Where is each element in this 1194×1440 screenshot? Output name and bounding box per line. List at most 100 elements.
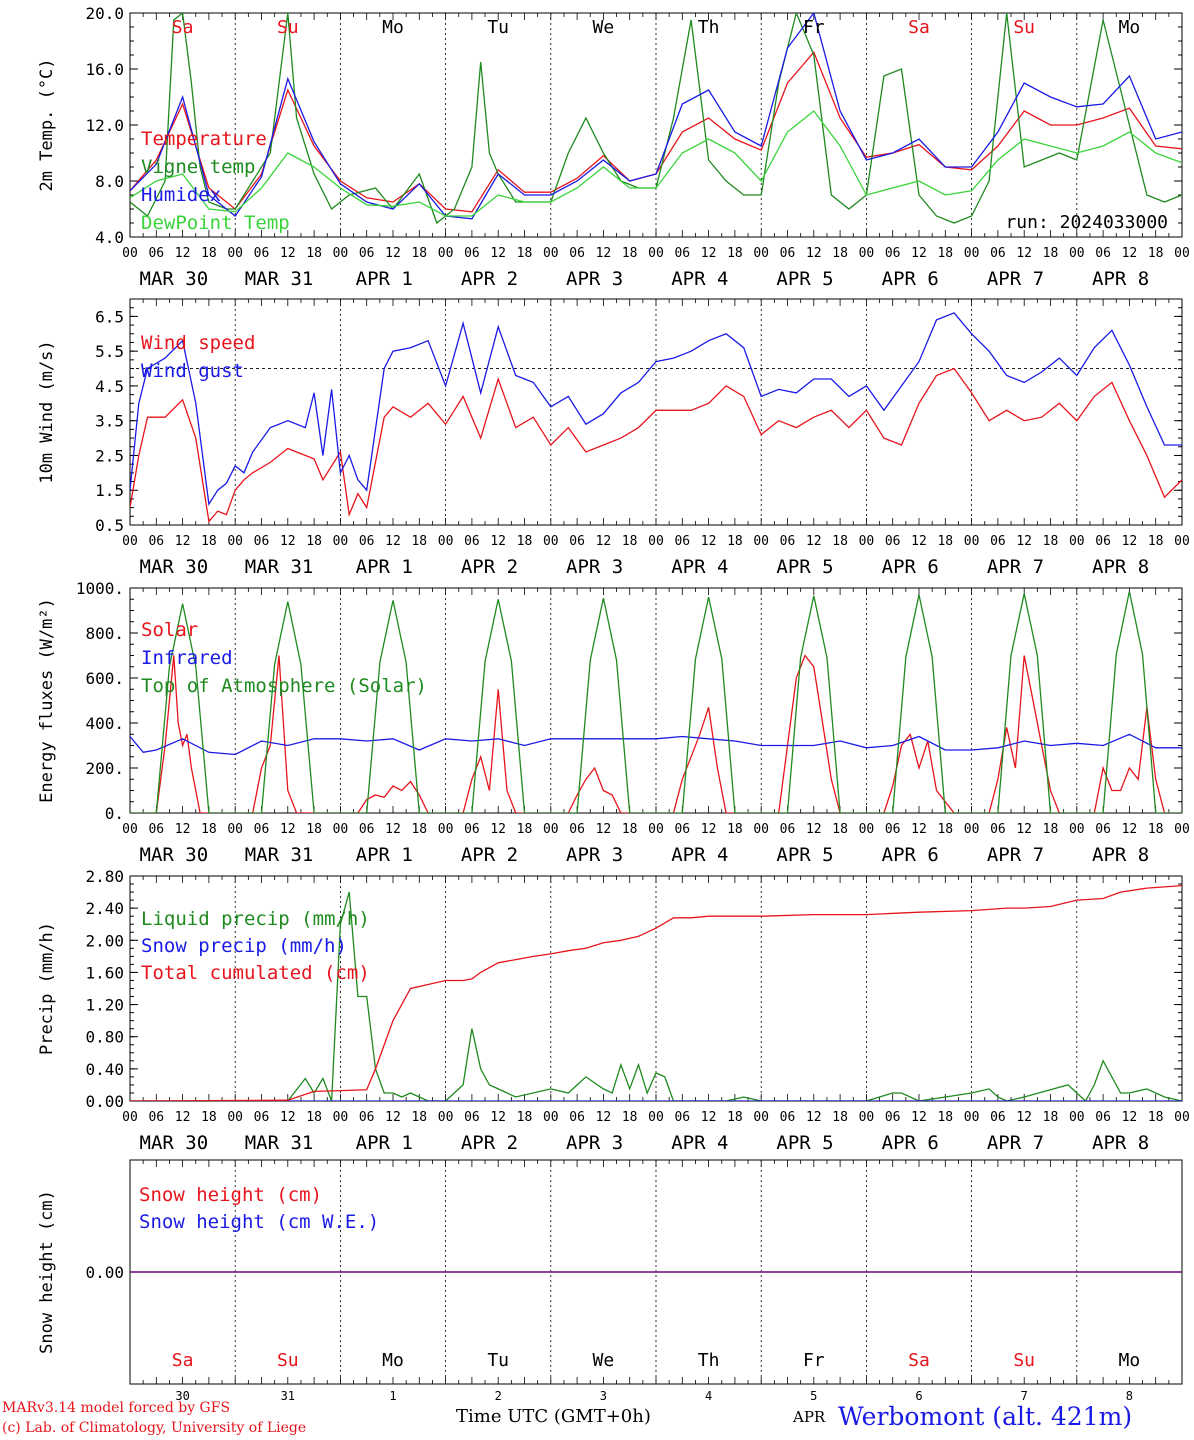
legend-entry: Snow height (cm W.E.) bbox=[139, 1211, 379, 1233]
hour-tick-label: 12 bbox=[701, 534, 717, 549]
date-label: APR 7 bbox=[987, 556, 1044, 578]
hour-tick-label: 18 bbox=[201, 534, 217, 549]
y-tick-label: 0.00 bbox=[85, 1092, 124, 1111]
y-tick-label: 1.60 bbox=[85, 963, 124, 982]
date-label: APR 3 bbox=[566, 1132, 623, 1154]
panel-frame bbox=[129, 298, 1183, 526]
weekday-label: Su bbox=[277, 1350, 299, 1371]
hour-tick-label: 18 bbox=[517, 1110, 533, 1125]
hour-tick-label: 00 bbox=[543, 246, 559, 261]
hour-tick-label: 06 bbox=[569, 1110, 585, 1125]
legend-entry: Vigne temp bbox=[141, 156, 255, 178]
panel-temp: 4.0 8.0 12.0 16.0 20.0 2m Temp. (°C) Temperatu… bbox=[37, 4, 1190, 290]
weekday-label: Su bbox=[1013, 1350, 1035, 1371]
hour-tick-label: 06 bbox=[464, 246, 480, 261]
hour-tick-label: 00 bbox=[122, 822, 138, 837]
hour-tick-label: 12 bbox=[701, 822, 717, 837]
hour-tick-label: 12 bbox=[175, 246, 191, 261]
hour-tick-label: 18 bbox=[832, 822, 848, 837]
hour-tick-label: 00 bbox=[122, 534, 138, 549]
hour-tick-label: 12 bbox=[596, 822, 612, 837]
hour-tick-label: 12 bbox=[280, 1110, 296, 1125]
hour-tick-label: 12 bbox=[1122, 1110, 1138, 1125]
day-number-label: 2 bbox=[495, 1389, 502, 1403]
hour-tick-label: 06 bbox=[464, 1110, 480, 1125]
date-label: APR 6 bbox=[882, 1132, 939, 1154]
hour-tick-label: 06 bbox=[569, 534, 585, 549]
date-label: APR 7 bbox=[987, 1132, 1044, 1154]
date-label: MAR 30 bbox=[140, 844, 209, 866]
hour-tick-label: 00 bbox=[753, 1110, 769, 1125]
hour-tick-label: 06 bbox=[148, 822, 164, 837]
hour-tick-label: 00 bbox=[438, 1110, 454, 1125]
hour-tick-label: 06 bbox=[1095, 1110, 1111, 1125]
station-title: Werbomont (alt. 421m) bbox=[838, 1402, 1133, 1431]
y-axis-title: Snow height (cm) bbox=[37, 1190, 57, 1354]
hour-tick-label: 06 bbox=[990, 246, 1006, 261]
weekday-label: Tu bbox=[487, 17, 509, 38]
hour-tick-label: 00 bbox=[964, 1110, 980, 1125]
day-number-label: 31 bbox=[281, 1389, 295, 1403]
day-number-label: 5 bbox=[810, 1389, 817, 1403]
hour-tick-label: 12 bbox=[280, 246, 296, 261]
hour-tick-label: 12 bbox=[806, 822, 822, 837]
y-tick-label: 12.0 bbox=[85, 116, 124, 135]
date-label: APR 7 bbox=[987, 268, 1044, 290]
hour-tick-label: 12 bbox=[490, 1110, 506, 1125]
series-dewpoint-temp bbox=[130, 110, 1182, 217]
hour-tick-label: 18 bbox=[201, 1110, 217, 1125]
hour-tick-label: 18 bbox=[201, 246, 217, 261]
hour-tick-label: 00 bbox=[227, 534, 243, 549]
day-number-label: 6 bbox=[915, 1389, 922, 1403]
hour-tick-label: 06 bbox=[359, 822, 375, 837]
hour-tick-label: 00 bbox=[859, 822, 875, 837]
date-label: MAR 31 bbox=[245, 1132, 314, 1154]
date-label: APR 2 bbox=[461, 556, 518, 578]
date-label: APR 8 bbox=[1092, 844, 1149, 866]
hour-tick-label: 18 bbox=[411, 822, 427, 837]
hour-tick-label: 06 bbox=[674, 1110, 690, 1125]
day-number-label: 30 bbox=[175, 1389, 189, 1403]
hour-tick-label: 18 bbox=[1043, 246, 1059, 261]
hour-tick-label: 12 bbox=[596, 534, 612, 549]
hour-tick-label: 12 bbox=[911, 246, 927, 261]
hour-tick-label: 18 bbox=[1043, 822, 1059, 837]
weekday-label: Sa bbox=[172, 17, 194, 38]
hour-tick-label: 06 bbox=[148, 1110, 164, 1125]
hour-tick-label: 06 bbox=[359, 534, 375, 549]
hour-tick-label: 12 bbox=[490, 246, 506, 261]
hour-tick-label: 00 bbox=[333, 246, 349, 261]
hour-tick-label: 06 bbox=[780, 246, 796, 261]
x-axis-title: Time UTC (GMT+0h) bbox=[456, 1406, 651, 1427]
date-label: APR 4 bbox=[671, 844, 728, 866]
date-label: APR 2 bbox=[461, 844, 518, 866]
hour-tick-label: 00 bbox=[543, 1110, 559, 1125]
y-tick-label: 16.0 bbox=[85, 60, 124, 79]
date-label: MAR 30 bbox=[140, 556, 209, 578]
weekday-label: We bbox=[593, 17, 615, 38]
y-tick-label: 1000. bbox=[76, 579, 124, 598]
hour-tick-label: 00 bbox=[227, 246, 243, 261]
y-tick-label: 1.20 bbox=[85, 996, 124, 1015]
weekday-label: Mo bbox=[1119, 1350, 1141, 1371]
hour-tick-label: 00 bbox=[543, 822, 559, 837]
hour-tick-label: 06 bbox=[569, 246, 585, 261]
hour-tick-label: 18 bbox=[411, 534, 427, 549]
y-tick-label: 0.00 bbox=[85, 1263, 124, 1282]
y-tick-label: 0.40 bbox=[85, 1060, 124, 1079]
date-label: APR 6 bbox=[882, 556, 939, 578]
date-label: APR 2 bbox=[461, 1132, 518, 1154]
y-tick-label: 20.0 bbox=[85, 4, 124, 23]
weekday-label: Fr bbox=[803, 17, 825, 38]
hour-tick-label: 12 bbox=[175, 822, 191, 837]
hour-tick-label: 12 bbox=[1016, 246, 1032, 261]
date-label: MAR 30 bbox=[140, 1132, 209, 1154]
y-tick-label: 400. bbox=[85, 714, 124, 733]
legend-entry: Top of Atmosphere (Solar) bbox=[141, 675, 427, 697]
legend-entry: Solar bbox=[141, 619, 198, 641]
hour-tick-label: 12 bbox=[385, 246, 401, 261]
legend-entry: Total cumulated (cm) bbox=[141, 962, 370, 984]
hour-tick-label: 06 bbox=[990, 534, 1006, 549]
legend-entry: Infrared bbox=[141, 647, 233, 669]
